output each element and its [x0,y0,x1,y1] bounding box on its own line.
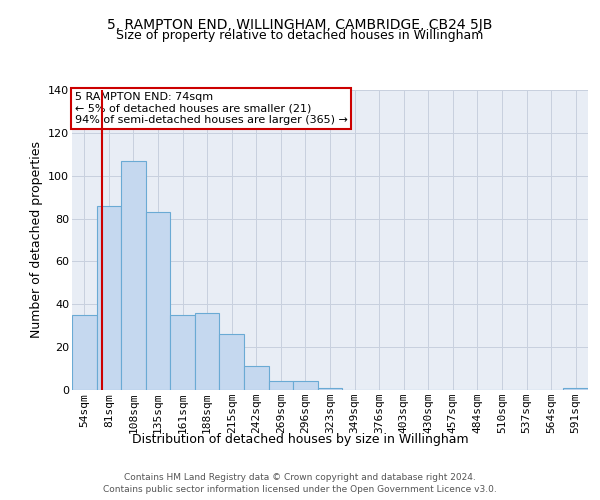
Bar [244,366,269,390]
Bar [195,313,220,390]
Bar [293,382,318,390]
Bar [563,388,588,390]
Text: Contains HM Land Registry data © Crown copyright and database right 2024.: Contains HM Land Registry data © Crown c… [124,472,476,482]
Bar [318,388,342,390]
Bar [121,160,146,390]
Text: 5, RAMPTON END, WILLINGHAM, CAMBRIDGE, CB24 5JB: 5, RAMPTON END, WILLINGHAM, CAMBRIDGE, C… [107,18,493,32]
Text: Contains public sector information licensed under the Open Government Licence v3: Contains public sector information licen… [103,485,497,494]
Bar [170,315,195,390]
Bar [269,382,293,390]
Bar [146,212,170,390]
Bar [72,315,97,390]
Bar [220,334,244,390]
Text: Distribution of detached houses by size in Willingham: Distribution of detached houses by size … [131,432,469,446]
Bar [97,206,121,390]
Text: 5 RAMPTON END: 74sqm
← 5% of detached houses are smaller (21)
94% of semi-detach: 5 RAMPTON END: 74sqm ← 5% of detached ho… [74,92,347,124]
Y-axis label: Number of detached properties: Number of detached properties [29,142,43,338]
Text: Size of property relative to detached houses in Willingham: Size of property relative to detached ho… [116,29,484,42]
